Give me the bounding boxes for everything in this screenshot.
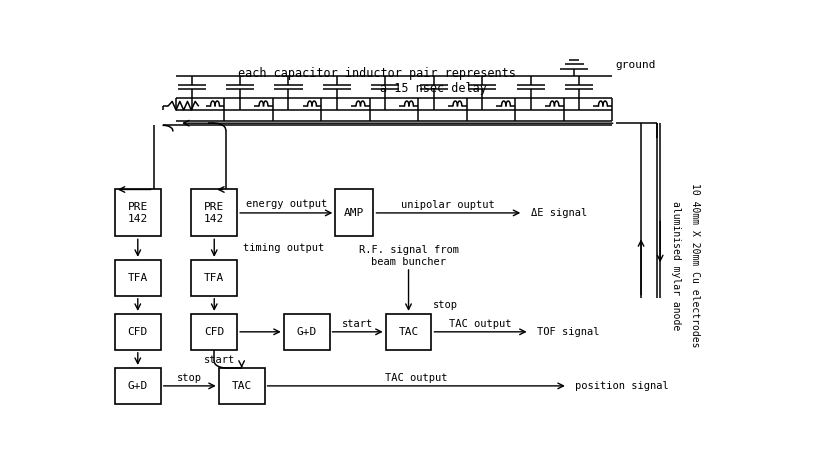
Text: stop: stop	[178, 373, 202, 383]
Text: TAC: TAC	[232, 381, 252, 391]
Bar	[192, 314, 238, 350]
Text: aluminised mylar anode: aluminised mylar anode	[671, 201, 681, 330]
Text: TFA: TFA	[127, 273, 148, 283]
Text: each capacitor inductor pair represents
                a 15 nsec delay: each capacitor inductor pair represents …	[238, 67, 515, 95]
Bar	[386, 314, 432, 350]
Text: PRE
142: PRE 142	[127, 202, 148, 224]
Bar	[115, 190, 161, 236]
Text: TAC output: TAC output	[385, 373, 447, 383]
Bar	[192, 190, 238, 236]
Text: TOF signal: TOF signal	[538, 327, 600, 337]
Text: G+D: G+D	[297, 327, 316, 337]
Text: ΔE signal: ΔE signal	[531, 208, 587, 218]
Text: 10 40mm X 20mm Cu electrodes: 10 40mm X 20mm Cu electrodes	[690, 183, 700, 347]
Bar	[219, 368, 265, 404]
Bar	[115, 314, 161, 350]
Text: TAC output: TAC output	[450, 319, 512, 329]
Text: AMP: AMP	[344, 208, 364, 218]
Text: TAC: TAC	[399, 327, 418, 337]
Text: position signal: position signal	[575, 381, 669, 391]
Bar	[115, 260, 161, 296]
Text: R.F. signal from
beam buncher: R.F. signal from beam buncher	[358, 245, 459, 267]
Bar	[115, 368, 161, 404]
Text: ground: ground	[616, 60, 656, 70]
Bar	[284, 314, 330, 350]
Text: TFA: TFA	[204, 273, 224, 283]
Text: stop: stop	[432, 300, 458, 310]
Text: CFD: CFD	[204, 327, 224, 337]
Bar	[192, 260, 238, 296]
Text: timing output: timing output	[243, 243, 324, 253]
Text: CFD: CFD	[127, 327, 148, 337]
Text: PRE
142: PRE 142	[204, 202, 224, 224]
Bar	[335, 190, 373, 236]
Text: start: start	[342, 319, 373, 329]
Text: G+D: G+D	[127, 381, 148, 391]
Text: unipolar ouptut: unipolar ouptut	[401, 200, 495, 210]
Text: start: start	[204, 355, 235, 365]
Text: energy output: energy output	[246, 199, 327, 209]
